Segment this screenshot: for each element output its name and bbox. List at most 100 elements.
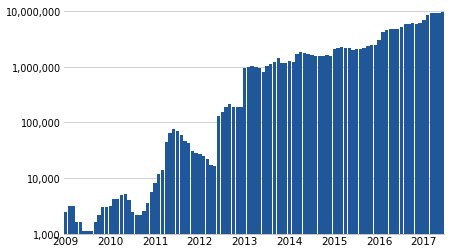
Bar (351, 51, 355, 252)
Bar (314, 57, 317, 252)
Bar (142, 211, 145, 252)
Bar (318, 57, 321, 252)
Bar (68, 206, 71, 252)
Bar (228, 104, 231, 252)
Bar (258, 69, 261, 252)
Bar (217, 116, 220, 252)
Bar (239, 107, 243, 252)
Bar (220, 112, 224, 252)
Bar (165, 142, 168, 252)
Bar (94, 223, 97, 252)
Bar (363, 49, 366, 252)
Bar (295, 55, 299, 252)
Bar (213, 166, 216, 252)
Bar (381, 33, 384, 252)
Bar (139, 215, 142, 252)
Bar (284, 64, 288, 252)
Bar (146, 204, 149, 252)
Bar (366, 46, 369, 252)
Bar (273, 63, 276, 252)
Bar (396, 29, 400, 252)
Bar (131, 212, 135, 252)
Bar (82, 231, 86, 252)
Bar (206, 159, 209, 252)
Bar (415, 25, 418, 252)
Bar (411, 24, 414, 252)
Bar (266, 66, 269, 252)
Bar (90, 231, 93, 252)
Bar (404, 25, 407, 252)
Bar (191, 152, 194, 252)
Bar (232, 107, 235, 252)
Bar (280, 64, 284, 252)
Bar (277, 58, 280, 252)
Bar (235, 108, 239, 252)
Bar (430, 14, 433, 252)
Bar (292, 63, 295, 252)
Bar (153, 184, 157, 252)
Bar (135, 215, 138, 252)
Bar (347, 48, 351, 252)
Bar (355, 50, 358, 252)
Bar (310, 56, 314, 252)
Bar (198, 154, 202, 252)
Bar (75, 223, 78, 252)
Bar (288, 62, 291, 252)
Bar (112, 199, 116, 252)
Bar (261, 73, 265, 252)
Bar (202, 156, 205, 252)
Bar (157, 174, 161, 252)
Bar (392, 29, 396, 252)
Bar (422, 20, 426, 252)
Bar (97, 215, 101, 252)
Bar (418, 24, 422, 252)
Bar (336, 48, 340, 252)
Bar (251, 66, 254, 252)
Bar (183, 141, 187, 252)
Bar (123, 194, 127, 252)
Bar (194, 153, 198, 252)
Bar (180, 136, 183, 252)
Bar (187, 143, 190, 252)
Bar (374, 45, 377, 252)
Bar (101, 207, 104, 252)
Bar (225, 107, 228, 252)
Bar (344, 48, 347, 252)
Bar (86, 231, 90, 252)
Bar (64, 212, 67, 252)
Bar (108, 206, 112, 252)
Bar (105, 207, 108, 252)
Bar (79, 223, 82, 252)
Bar (303, 53, 306, 252)
Bar (359, 50, 362, 252)
Bar (378, 41, 381, 252)
Bar (150, 193, 153, 252)
Bar (176, 131, 179, 252)
Bar (407, 25, 411, 252)
Bar (254, 68, 257, 252)
Bar (247, 67, 250, 252)
Bar (168, 133, 172, 252)
Bar (389, 30, 392, 252)
Bar (120, 195, 123, 252)
Bar (329, 57, 332, 252)
Bar (172, 130, 176, 252)
Bar (209, 166, 213, 252)
Bar (243, 68, 246, 252)
Bar (385, 31, 388, 252)
Bar (333, 50, 336, 252)
Bar (299, 53, 302, 252)
Bar (161, 170, 164, 252)
Bar (340, 47, 343, 252)
Bar (71, 206, 75, 252)
Bar (325, 55, 328, 252)
Bar (321, 57, 325, 252)
Bar (127, 200, 130, 252)
Bar (269, 65, 273, 252)
Bar (441, 13, 444, 252)
Bar (433, 14, 437, 252)
Bar (437, 14, 441, 252)
Bar (116, 199, 119, 252)
Bar (426, 16, 429, 252)
Bar (370, 45, 374, 252)
